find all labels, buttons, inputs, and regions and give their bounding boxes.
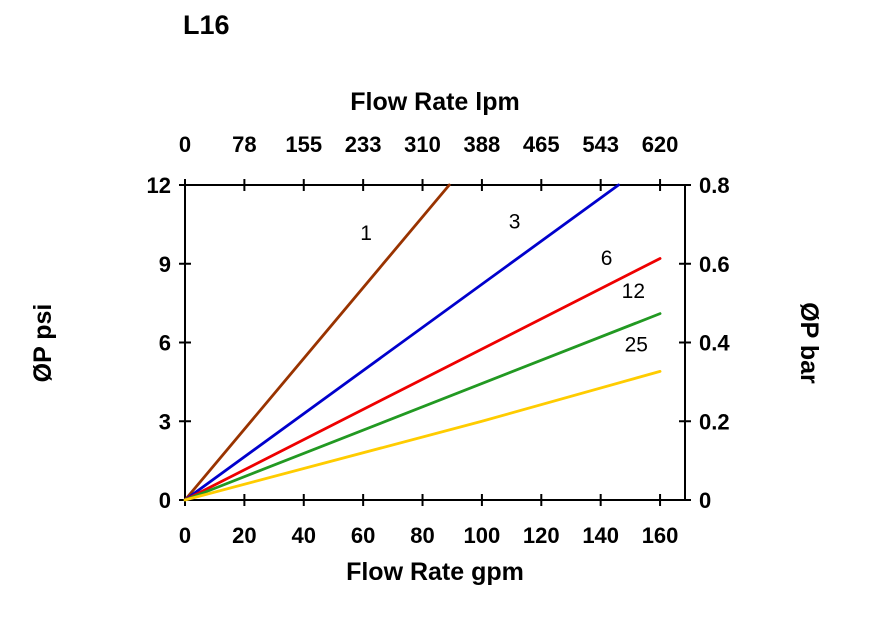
bottom-axis-tick-label: 140	[582, 523, 619, 548]
chart-title: L16	[183, 10, 230, 40]
top-axis-tick-label: 388	[464, 132, 501, 157]
series-line-1	[183, 183, 451, 502]
series-label-3: 3	[509, 210, 521, 233]
left-axis-tick-label: 0	[159, 488, 171, 513]
series-line-12	[183, 312, 662, 502]
series-line-3	[183, 183, 620, 502]
bottom-axis-tick-label: 100	[464, 523, 501, 548]
left-axis-tick-label: 6	[159, 331, 171, 356]
left-axis-tick-label: 9	[159, 252, 171, 277]
top-axis-tick-label: 0	[179, 132, 191, 157]
bottom-axis-tick-label: 40	[292, 523, 316, 548]
bottom-axis-tick-label: 60	[351, 523, 375, 548]
top-axis-tick-label: 155	[285, 132, 322, 157]
right-axis-tick-label: 0.6	[699, 252, 730, 277]
top-axis-tick-label: 233	[345, 132, 382, 157]
right-axis-tick-label: 0	[699, 488, 711, 513]
bottom-axis-tick-label: 0	[179, 523, 191, 548]
left-axis-tick-label: 3	[159, 409, 171, 434]
plot-border	[184, 184, 686, 501]
series-line-6	[183, 257, 662, 502]
right-axis-tick-label: 0.2	[699, 409, 730, 434]
right-axis-tick-label: 0.8	[699, 173, 730, 198]
bottom-axis-title: Flow Rate gpm	[346, 558, 524, 586]
bottom-axis-tick-label: 120	[523, 523, 560, 548]
top-axis-tick-label: 543	[582, 132, 619, 157]
top-axis-tick-label: 465	[523, 132, 560, 157]
series-label-1: 1	[360, 222, 372, 245]
top-axis-tick-label: 78	[232, 132, 256, 157]
bottom-axis-tick-label: 20	[232, 523, 256, 548]
bottom-axis-tick-label: 160	[642, 523, 679, 548]
left-axis-tick-label: 12	[147, 173, 171, 198]
top-axis-tick-label: 620	[642, 132, 679, 157]
series-label-6: 6	[601, 247, 613, 270]
series-label-12: 12	[622, 280, 645, 303]
series-line-25	[183, 369, 662, 502]
right-axis-tick-label: 0.4	[699, 331, 730, 356]
top-axis-tick-label: 310	[404, 132, 441, 157]
top-axis-title: Flow Rate lpm	[350, 88, 520, 116]
bottom-axis-tick-label: 80	[410, 523, 434, 548]
series-label-25: 25	[625, 334, 648, 357]
